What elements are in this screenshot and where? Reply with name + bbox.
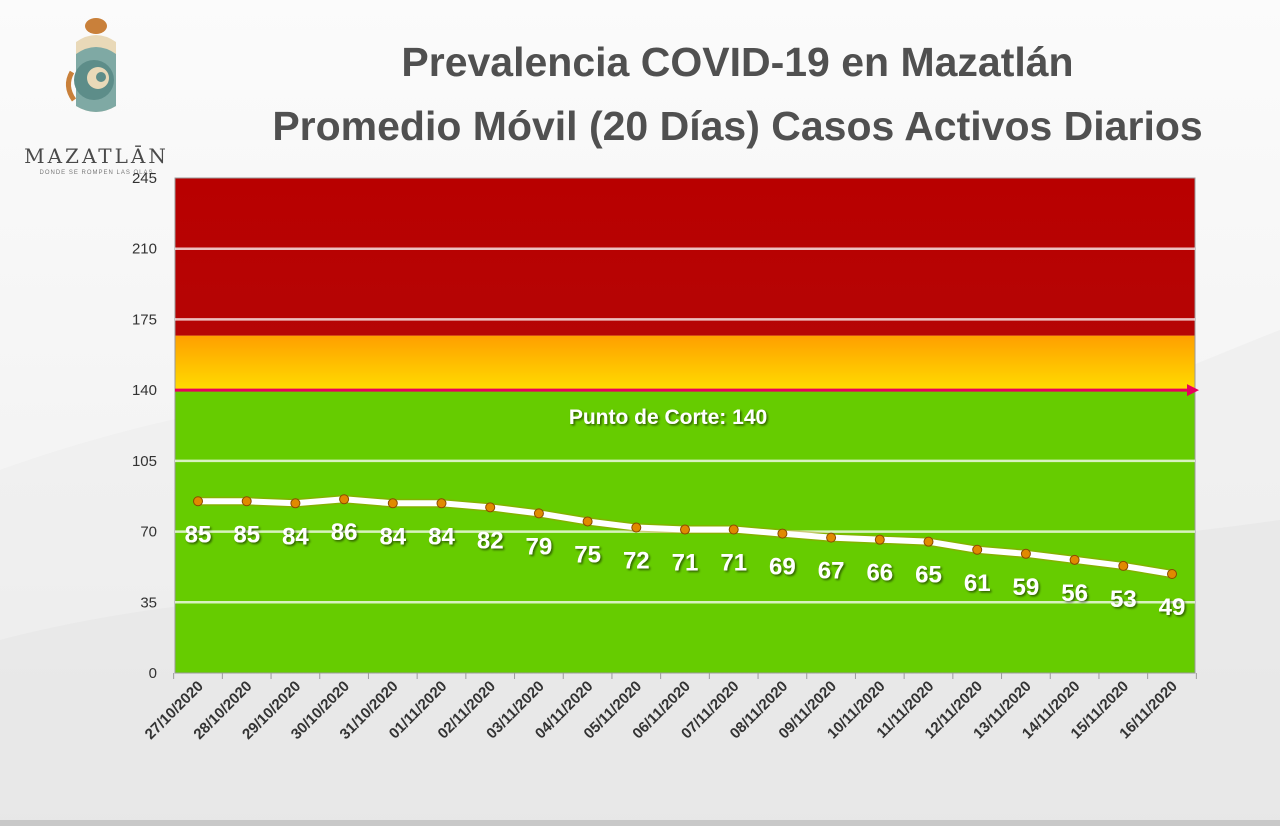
data-label: 69 [769, 554, 796, 581]
plot-border [174, 177, 1196, 674]
data-point [290, 498, 301, 509]
data-label: 86 [331, 519, 358, 546]
data-label: 53 [1110, 586, 1137, 613]
logo-tagline: DONDE SE ROMPEN LAS OLAS [39, 170, 154, 176]
chart-subtitle: Promedio Móvil (20 Días) Casos Activos D… [272, 103, 1203, 149]
y-tick-label: 210 [132, 241, 157, 258]
threshold-arrow-icon [1187, 384, 1199, 397]
chart-title: Prevalencia COVID-19 en Mazatlán [401, 39, 1074, 85]
data-point [923, 536, 934, 547]
data-point [1069, 554, 1080, 565]
data-point [680, 524, 690, 535]
data-point [1020, 548, 1031, 559]
y-tick-label: 140 [132, 382, 157, 399]
data-point [193, 496, 203, 507]
mazatlan-emblem-icon [66, 18, 116, 112]
data-label: 71 [720, 550, 747, 577]
data-point [582, 516, 593, 527]
y-tick-label: 105 [132, 453, 157, 470]
data-label: 67 [818, 558, 845, 585]
y-tick-label: 0 [149, 665, 157, 682]
data-label: 72 [623, 548, 650, 575]
data-label: 56 [1061, 580, 1088, 607]
data-point [728, 524, 739, 535]
data-point [631, 522, 642, 533]
data-label: 82 [477, 527, 504, 554]
data-point [874, 534, 885, 545]
y-tick-label: 175 [132, 311, 157, 328]
data-label: 85 [185, 521, 212, 548]
data-label: 84 [379, 523, 406, 550]
data-point [339, 494, 350, 505]
y-tick-label: 245 [132, 170, 157, 187]
y-tick-label: 70 [140, 524, 157, 541]
data-point [436, 498, 447, 509]
data-point [485, 502, 496, 513]
data-label: 66 [866, 560, 893, 587]
band-red [175, 178, 1195, 336]
data-label: 79 [526, 533, 553, 560]
chart-title-block: Prevalencia COVID-19 en Mazatlán Promedi… [195, 30, 1280, 158]
data-point [1167, 569, 1177, 579]
data-label: 65 [915, 562, 942, 589]
mazatlan-logo: MAZATLĀN DONDE SE ROMPEN LAS OLAS [14, 14, 179, 176]
logo-wordmark: MAZATLĀN [24, 144, 169, 168]
data-point [972, 544, 983, 555]
data-label: 84 [428, 523, 455, 550]
threshold-label: Punto de Corte: 140 [569, 406, 767, 429]
data-label: 59 [1013, 574, 1040, 601]
data-point [241, 496, 252, 507]
data-point [777, 528, 788, 539]
data-label: 71 [672, 550, 699, 577]
data-point [1118, 560, 1129, 571]
band-yellow [175, 335, 1195, 391]
data-point [533, 508, 544, 519]
data-label: 61 [964, 570, 991, 597]
data-label: 49 [1159, 594, 1186, 621]
y-tick-label: 35 [140, 594, 157, 611]
data-label: 85 [233, 521, 260, 548]
data-point [387, 498, 398, 509]
data-label: 75 [574, 541, 601, 568]
data-label: 84 [282, 523, 309, 550]
data-point [826, 532, 837, 543]
